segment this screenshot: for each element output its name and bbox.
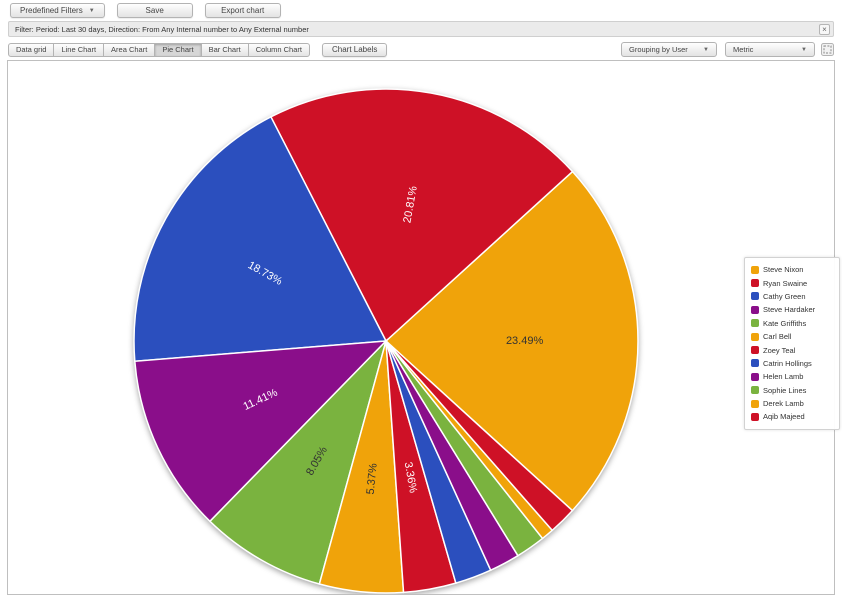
predefined-filters-button[interactable]: Predefined Filters ▼ bbox=[10, 3, 105, 18]
chevron-down-icon: ▼ bbox=[703, 46, 709, 53]
save-label: Save bbox=[145, 6, 164, 15]
slice-percent-label-zoey-teal: 3.36% bbox=[402, 461, 419, 494]
legend-swatch-icon bbox=[751, 265, 759, 274]
filter-summary-text: Filter: Period: Last 30 days, Direction:… bbox=[15, 24, 309, 34]
legend-label: Cathy Green bbox=[763, 291, 806, 301]
view-button-bar-chart[interactable]: Bar Chart bbox=[200, 42, 249, 57]
pie-slice-steve-nixon[interactable] bbox=[384, 170, 639, 512]
export-chart-button[interactable]: Export chart bbox=[204, 3, 281, 18]
pie-slice-steve-hardaker[interactable] bbox=[134, 340, 388, 523]
pie-chart: 23.49%20.81%18.73%11.41%8.05%5.37% 3.36% bbox=[133, 88, 639, 594]
close-icon[interactable]: × bbox=[819, 24, 830, 35]
legend-item-ryan-swaine[interactable]: Ryan Swaine bbox=[751, 276, 833, 289]
legend-item-aqib-majeed[interactable]: Aqib Majeed bbox=[751, 410, 833, 423]
legend-item-zoey-teal[interactable]: Zoey Teal bbox=[751, 343, 833, 356]
metric-dropdown-label: Metric bbox=[733, 45, 754, 54]
legend-swatch-icon bbox=[751, 305, 759, 314]
legend-swatch-icon bbox=[751, 412, 759, 421]
legend-item-catrin-hollings[interactable]: Catrin Hollings bbox=[751, 357, 833, 370]
view-button-data-grid[interactable]: Data grid bbox=[8, 42, 55, 57]
chevron-down-icon: ▼ bbox=[801, 46, 807, 53]
top-toolbar: Predefined Filters ▼ Save Export chart bbox=[10, 3, 281, 18]
save-button[interactable]: Save bbox=[116, 3, 193, 18]
chart-panel: 23.49% 20.81% 18.73% 11.41% 8.05% 5.37% 3.36% … bbox=[7, 60, 840, 595]
grouping-dropdown[interactable]: Grouping by User ▼ bbox=[621, 42, 717, 57]
legend-label: Sophie Lines bbox=[763, 385, 807, 395]
chart-labels-label: Chart Labels bbox=[331, 45, 378, 54]
legend-label: Zoey Teal bbox=[763, 345, 796, 355]
legend-item-steve-hardaker[interactable]: Steve Hardaker bbox=[751, 303, 833, 316]
view-button-line-chart[interactable]: Line Chart bbox=[53, 42, 105, 57]
legend-swatch-icon bbox=[751, 359, 759, 368]
slice-percent-label-carl-bell: 5.37% bbox=[365, 463, 380, 495]
legend-label: Kate Griffiths bbox=[763, 318, 807, 328]
chart-toolbar: Data grid Line Chart Area Chart Pie Chart Ba… bbox=[8, 42, 834, 57]
slice-percent-label-steve-nixon: 23.49% bbox=[506, 335, 544, 347]
legend-swatch-icon bbox=[751, 399, 759, 408]
chart-labels-button[interactable]: Chart Labels bbox=[321, 42, 388, 57]
pie-slice-ryan-swaine[interactable] bbox=[269, 88, 574, 343]
legend-label: Helen Lamb bbox=[763, 372, 804, 382]
legend-item-steve-nixon[interactable]: Steve Nixon bbox=[751, 263, 833, 276]
legend-label: Steve Nixon bbox=[763, 265, 804, 275]
legend-item-carl-bell[interactable]: Carl Bell bbox=[751, 330, 833, 343]
view-button-pie-chart[interactable]: Pie Chart bbox=[154, 42, 202, 57]
legend-item-derek-lamb[interactable]: Derek Lamb bbox=[751, 397, 833, 410]
legend-item-sophie-lines[interactable]: Sophie Lines bbox=[751, 384, 833, 397]
legend-swatch-icon bbox=[751, 319, 759, 328]
filter-summary-bar: Filter: Period: Last 30 days, Direction:… bbox=[8, 21, 834, 37]
pie-slice-kate-griffiths[interactable] bbox=[208, 338, 388, 585]
chevron-down-icon: ▼ bbox=[88, 7, 95, 14]
legend-item-kate-griffiths[interactable]: Kate Griffiths bbox=[751, 317, 833, 330]
grouping-dropdown-label: Grouping by User bbox=[629, 45, 688, 54]
legend: Steve Nixon Ryan Swaine Cathy Green Steve H… bbox=[744, 257, 840, 430]
legend-label: Derek Lamb bbox=[763, 399, 804, 409]
chart-view-switcher: Data grid Line Chart Area Chart Pie Chart Ba… bbox=[8, 42, 310, 57]
legend-swatch-icon bbox=[751, 279, 759, 288]
legend-item-cathy-green[interactable]: Cathy Green bbox=[751, 290, 833, 303]
metric-dropdown[interactable]: Metric ▼ bbox=[725, 42, 815, 57]
view-button-area-chart[interactable]: Area Chart bbox=[103, 42, 156, 57]
fullscreen-icon[interactable] bbox=[821, 43, 834, 56]
export-chart-label: Export chart bbox=[221, 6, 265, 15]
legend-item-helen-lamb[interactable]: Helen Lamb bbox=[751, 370, 833, 383]
pie-slice-aqib-majeed[interactable] bbox=[385, 340, 574, 532]
legend-label: Ryan Swaine bbox=[763, 278, 808, 288]
pie-slices-group bbox=[133, 88, 639, 594]
legend-swatch-icon bbox=[751, 386, 759, 395]
legend-label: Aqib Majeed bbox=[763, 412, 805, 422]
legend-swatch-icon bbox=[751, 292, 759, 301]
legend-swatch-icon bbox=[751, 372, 759, 381]
legend-label: Steve Hardaker bbox=[763, 305, 816, 315]
legend-swatch-icon bbox=[751, 332, 759, 341]
predefined-filters-label: Predefined Filters bbox=[20, 6, 83, 15]
legend-label: Carl Bell bbox=[763, 332, 792, 342]
view-button-column-chart[interactable]: Column Chart bbox=[247, 42, 310, 57]
pie-slice-cathy-green[interactable] bbox=[133, 115, 388, 363]
legend-label: Catrin Hollings bbox=[763, 358, 812, 368]
legend-swatch-icon bbox=[751, 346, 759, 355]
